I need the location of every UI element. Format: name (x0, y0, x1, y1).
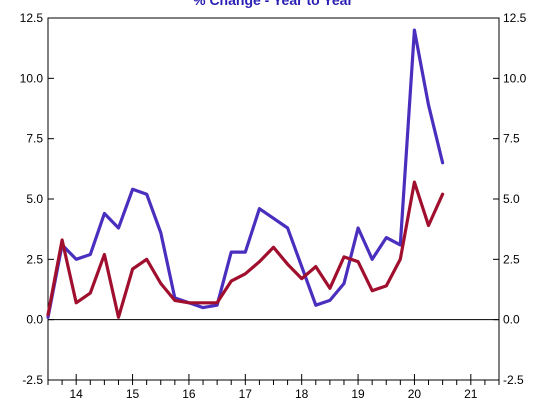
data-point (117, 226, 120, 230)
y-tick-label-right: 10.0 (503, 71, 527, 85)
data-point (244, 272, 247, 276)
data-point (399, 243, 402, 247)
series-layer (46, 28, 445, 319)
data-point (385, 284, 388, 288)
data-point (413, 28, 416, 32)
data-point (272, 246, 275, 249)
data-point (46, 313, 50, 317)
x-tick-label: 15 (126, 387, 140, 401)
data-point (370, 258, 374, 261)
data-point (286, 262, 289, 266)
data-point (201, 306, 205, 309)
data-point (385, 236, 388, 239)
data-point (159, 231, 162, 234)
data-point (103, 212, 106, 215)
data-point (89, 291, 92, 295)
y-tick-label-left: 5.0 (26, 192, 43, 206)
data-point (131, 188, 134, 191)
data-point (74, 258, 78, 261)
data-point (413, 180, 416, 184)
data-point (328, 299, 332, 302)
x-tick-label: 19 (351, 387, 365, 401)
data-point (328, 287, 332, 290)
data-point (441, 161, 444, 164)
x-tick-label: 14 (70, 387, 84, 401)
data-point (230, 250, 233, 254)
data-point (230, 279, 233, 283)
y-tick-label-right: 12.5 (503, 11, 527, 25)
data-point (145, 258, 148, 261)
data-point (89, 253, 92, 256)
data-point (244, 250, 247, 254)
data-point (427, 224, 430, 227)
data-point (201, 301, 205, 304)
data-point (427, 103, 430, 107)
plot-area-frame (47, 17, 500, 381)
data-point (215, 303, 219, 307)
y-tick-label-right: 2.5 (503, 252, 520, 266)
axes-layer: -2.5 -2.5 0.0 0.0 2.5 2.5 5.0 5.0 7.5 7.5 10.0 10.0… (20, 11, 527, 401)
y-tick-label-right: 5.0 (503, 192, 520, 206)
y-tick-label-left: 12.5 (20, 11, 44, 25)
data-point (399, 258, 402, 261)
y-tick-label-right: 0.0 (503, 313, 520, 327)
data-point (286, 226, 289, 230)
y-tick-label-right: -2.5 (503, 373, 524, 387)
data-point (74, 301, 78, 304)
x-tick-label: 17 (239, 387, 253, 401)
y-tick-label-left: 2.5 (26, 252, 43, 266)
data-point (370, 289, 374, 292)
data-point (173, 299, 177, 302)
data-point (215, 301, 219, 304)
data-point (258, 207, 261, 210)
data-point (342, 282, 346, 285)
y-tick-label-right: 7.5 (503, 132, 520, 146)
x-tick-label: 20 (408, 387, 422, 401)
data-point (117, 316, 120, 319)
data-point (342, 255, 346, 259)
data-point (103, 253, 106, 256)
y-tick-label-left: 7.5 (26, 132, 43, 146)
x-tick-label: 16 (182, 387, 196, 401)
data-point (441, 192, 444, 196)
y-tick-label-left: -2.5 (22, 373, 43, 387)
data-point (145, 192, 148, 196)
data-point (131, 267, 134, 271)
chart-title: % Change - Year to Year (193, 0, 353, 8)
data-point (300, 265, 303, 268)
data-point (300, 277, 303, 280)
data-point (258, 260, 261, 263)
data-point (314, 265, 317, 268)
y-tick-label-left: 10.0 (20, 71, 44, 85)
data-point (356, 260, 360, 263)
data-point (314, 303, 317, 307)
data-point (272, 217, 275, 220)
x-tick-label: 21 (464, 387, 478, 401)
data-point (159, 282, 162, 285)
y-tick-label-left: 0.0 (26, 313, 43, 327)
data-point (187, 301, 191, 304)
data-point (356, 226, 360, 230)
x-tick-label: 18 (295, 387, 309, 401)
data-point (60, 238, 64, 242)
data-point (46, 316, 50, 319)
